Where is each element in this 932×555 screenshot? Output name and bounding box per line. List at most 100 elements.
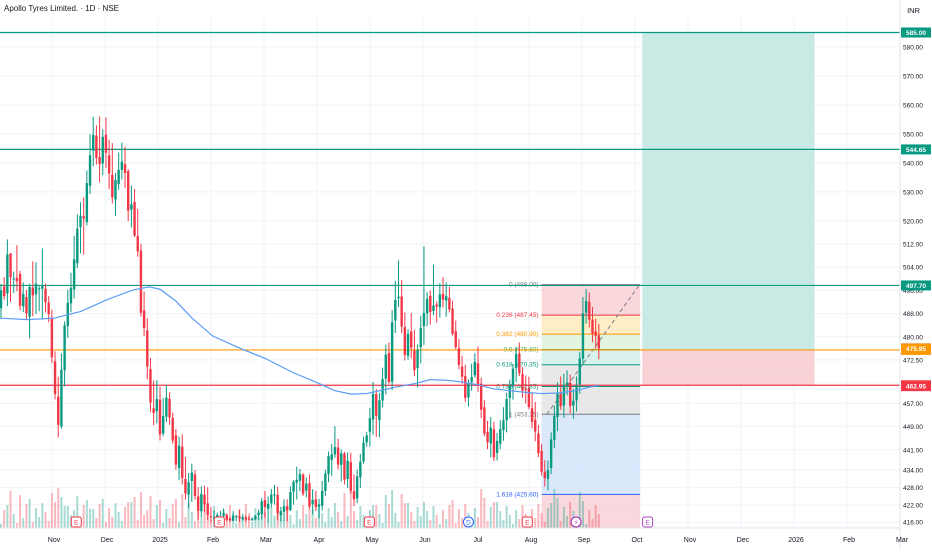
volume-bar	[57, 488, 60, 528]
volume-bar	[0, 524, 2, 528]
candle-body	[95, 135, 98, 158]
volume-bar	[104, 522, 107, 528]
volume-bar	[187, 503, 190, 528]
candle-body	[184, 479, 187, 494]
price-tick-label: 550.00	[903, 131, 923, 138]
price-tag	[901, 343, 931, 354]
candle-body	[15, 277, 19, 282]
volume-bar	[60, 497, 63, 528]
candle-body	[270, 494, 273, 504]
candle-body	[6, 254, 9, 294]
candle-body	[282, 506, 286, 512]
candle-body	[527, 388, 531, 408]
event-marker	[642, 516, 654, 528]
candle-body	[101, 136, 104, 164]
fib-label: 1 (453.25)	[509, 411, 539, 418]
candle-body	[235, 516, 238, 518]
price-tick-label: 434.00	[903, 468, 923, 475]
candle-body	[422, 312, 426, 327]
candle-body	[203, 494, 206, 505]
price-tick-label: 512.00	[903, 242, 923, 249]
candle-body	[127, 171, 130, 211]
fib-band	[541, 284, 641, 316]
candle-body	[53, 361, 57, 395]
volume-bar	[139, 492, 142, 528]
candle-body	[254, 515, 257, 520]
candle-body	[470, 377, 473, 383]
candle-body	[425, 298, 429, 314]
volume-bar	[426, 511, 429, 528]
volume-bar	[480, 489, 483, 528]
volume-bar	[295, 510, 298, 528]
volume-bar	[442, 510, 445, 528]
volume-bar	[327, 508, 330, 528]
candle-body	[104, 134, 108, 153]
candle-body	[454, 331, 457, 348]
candle-body	[225, 514, 228, 520]
candle-body	[98, 157, 101, 165]
volume-bar	[314, 518, 317, 528]
event-label: D	[466, 520, 471, 527]
volume-bar	[457, 509, 460, 528]
candle-body	[413, 350, 416, 371]
candle-body	[276, 494, 279, 514]
volume-bar	[6, 505, 9, 528]
candle-body	[508, 385, 511, 398]
price-tick-label: 570.00	[903, 73, 923, 80]
candle-body	[136, 236, 139, 252]
volume-bar	[508, 515, 511, 528]
volume-bar	[155, 505, 158, 528]
volume-bar	[499, 511, 502, 528]
volume-bar	[515, 510, 518, 528]
candle-body	[575, 385, 578, 401]
candle-body	[320, 490, 324, 506]
volume-bar	[92, 509, 95, 528]
volume-bar	[165, 509, 168, 528]
event-label: E	[367, 520, 372, 527]
volume-bar	[89, 509, 92, 528]
event-marker	[570, 516, 582, 528]
volume-bar	[521, 505, 524, 528]
candle-body	[406, 333, 410, 356]
volume-bar	[108, 508, 111, 528]
candle-body	[578, 358, 581, 385]
time-tick-label: 2026	[788, 537, 804, 544]
volume-bar	[375, 505, 378, 528]
candle-body	[464, 376, 467, 398]
candle-body	[368, 418, 372, 432]
volume-bar	[343, 493, 346, 528]
candle-body	[200, 493, 203, 512]
candle-body	[438, 294, 442, 307]
volume-bar	[537, 504, 540, 528]
volume-bar	[273, 516, 276, 528]
volume-bar	[400, 494, 403, 528]
candle-body	[467, 383, 470, 398]
event-marker	[213, 516, 225, 528]
volume-bar	[228, 505, 231, 528]
volume-bar	[585, 524, 588, 528]
candle-body	[505, 399, 508, 421]
price-tick-label: 496.00	[903, 288, 923, 295]
candle-body	[429, 295, 432, 312]
volume-bar	[432, 506, 435, 528]
volume-bar	[422, 502, 425, 528]
volume-bar	[337, 512, 340, 528]
candle-body	[171, 417, 174, 441]
volume-bar	[410, 512, 413, 528]
candle-body	[387, 352, 391, 382]
volume-bar	[311, 509, 314, 528]
volume-bar	[352, 511, 355, 528]
currency-button[interactable]: INR	[907, 6, 920, 15]
candle-body	[149, 369, 152, 403]
candle-body	[120, 161, 124, 170]
volume-bar	[321, 513, 324, 528]
candle-body	[69, 287, 73, 304]
volume-bar	[15, 523, 18, 528]
volume-bar	[28, 499, 31, 528]
volume-bar	[391, 490, 394, 528]
candle-body	[155, 399, 159, 412]
candle-body	[486, 432, 489, 443]
volume-bar	[146, 510, 149, 528]
volume-bar	[461, 518, 464, 528]
candle-body	[460, 366, 464, 377]
